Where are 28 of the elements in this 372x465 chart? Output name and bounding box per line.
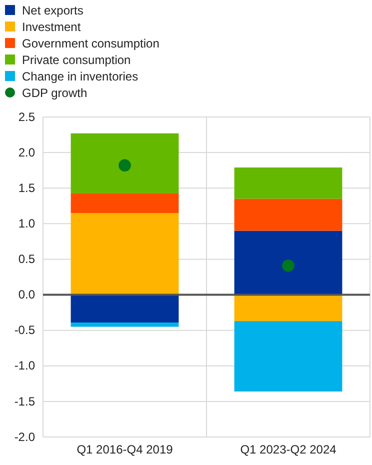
legend-label: Change in inventories [22,70,138,84]
legend-label: Investment [22,20,82,34]
bar [70,193,179,213]
legend-label: Government consumption [22,36,160,50]
y-tick-label: 0.5 [18,252,36,266]
bar [234,167,342,199]
x-tick-label: Q1 2023-Q2 2024 [240,442,337,457]
y-tick-label: 2.5 [18,110,36,124]
bar [234,294,342,322]
y-tick-label: -1.5 [14,394,36,408]
y-tick-label: 2.0 [18,145,36,160]
bar [70,213,179,295]
legend-label: Net exports [22,4,84,18]
y-tick-label: 0.0 [18,288,36,302]
bar [70,294,179,323]
y-tick-label: -0.5 [14,323,36,338]
legend-label: GDP growth [22,86,88,100]
y-tick-label: -1.0 [14,358,36,373]
bar [70,322,179,327]
bar [70,133,179,194]
y-tick-label: 1.5 [18,180,36,195]
bar [234,230,342,295]
y-tick-label: -2.0 [14,430,36,444]
bar [234,198,342,231]
x-tick-label: Q1 2016-Q4 2019 [76,442,174,457]
bar [234,321,342,392]
legend-label: Private consumption [22,53,131,67]
y-tick-label: 1.0 [18,216,36,231]
